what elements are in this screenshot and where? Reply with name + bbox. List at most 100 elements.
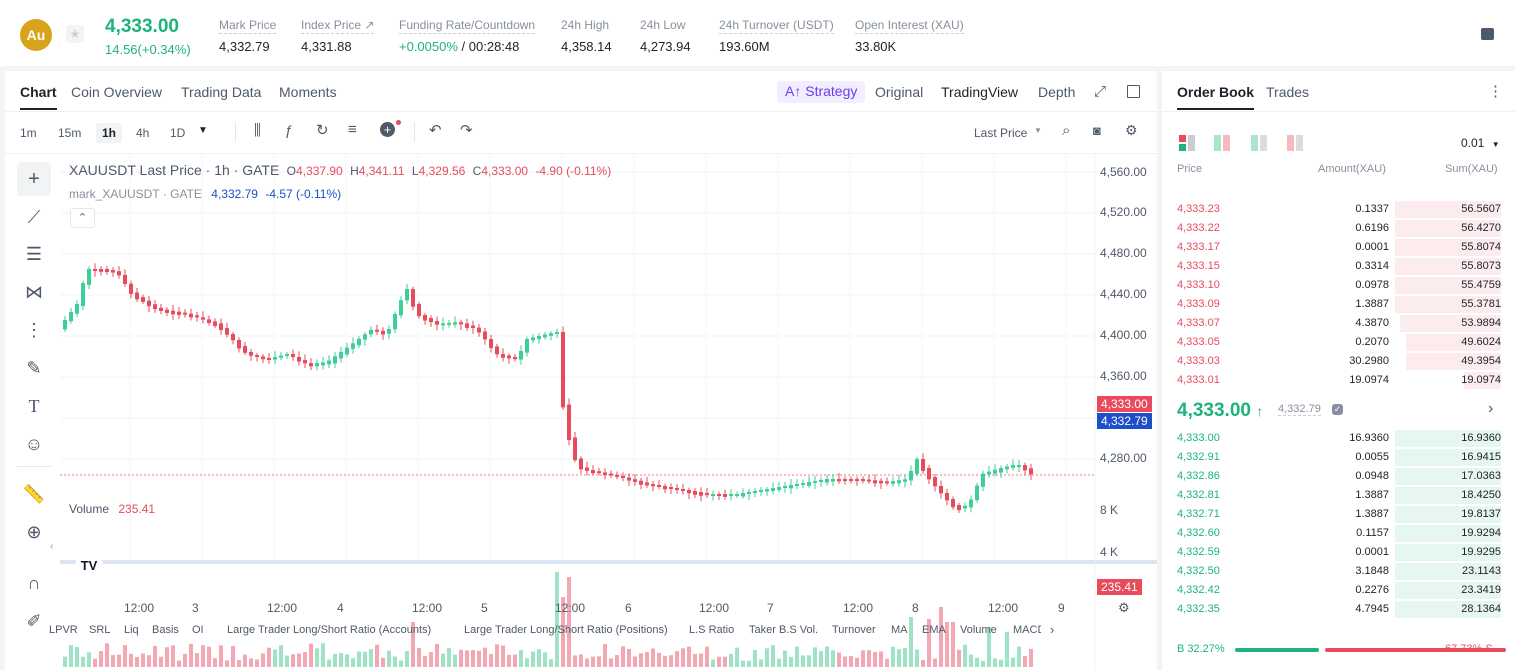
funding-label[interactable]: Funding Rate/Countdown (399, 18, 536, 34)
collapse-legend-button[interactable]: ⌃ (70, 208, 95, 228)
settings-gear-icon[interactable]: ⚙ (1125, 122, 1138, 138)
screenshot-icon[interactable]: ◙ (1093, 123, 1101, 138)
ask-row[interactable]: 4,333.17 0.0001 55.8074 (1162, 238, 1515, 257)
mark-price-label[interactable]: Mark Price (219, 18, 277, 34)
window-icon[interactable] (1127, 85, 1140, 98)
indicator-liq[interactable]: Liq (124, 624, 139, 636)
bid-row[interactable]: 4,332.86 0.0948 17.0363 (1162, 467, 1515, 486)
precision-select[interactable]: 0.01 ▼ (1461, 136, 1500, 150)
candle-body (969, 499, 973, 508)
stat-funding: Funding Rate/Countdown +0.0050% / 00:28:… (399, 18, 536, 54)
candle-body (657, 485, 661, 487)
price-type-select[interactable]: Last Price (974, 126, 1028, 140)
pattern-icon[interactable]: ⋈ (25, 282, 43, 302)
undo-icon[interactable]: ↶ (429, 122, 442, 139)
bid-row[interactable]: 4,332.42 0.2276 23.3419 (1162, 581, 1515, 600)
templates-icon[interactable]: ≡ (348, 121, 357, 138)
tab-trading-data[interactable]: Trading Data (181, 84, 262, 100)
replay-icon[interactable]: ↻ (316, 122, 329, 139)
chevron-right-icon[interactable]: › (1488, 400, 1494, 417)
ask-row[interactable]: 4,333.15 0.3314 55.8073 (1162, 257, 1515, 276)
bid-row[interactable]: 4,332.91 0.0055 16.9415 (1162, 448, 1515, 467)
view-depth[interactable]: Depth (1038, 84, 1076, 100)
interval-15m[interactable]: 15m (58, 126, 82, 140)
magnet-icon[interactable]: ∩ (27, 573, 41, 593)
projection-icon[interactable]: ⋮ (25, 320, 43, 340)
oi-label[interactable]: Open Interest (XAU) (855, 18, 964, 34)
text-tool-icon[interactable]: T (28, 396, 40, 416)
interval-dropdown-icon[interactable]: ▼ (198, 125, 208, 136)
add-plus-icon[interactable]: + (380, 122, 395, 137)
emoji-icon[interactable]: ☺ (24, 434, 44, 454)
tab-trades[interactable]: Trades (1266, 84, 1310, 100)
crosshair-icon[interactable]: + (17, 162, 51, 196)
layout-alt-icon[interactable] (1214, 135, 1230, 151)
brush-icon[interactable]: ✎ (26, 358, 42, 378)
indicator-ma[interactable]: MA (891, 624, 908, 636)
ask-row[interactable]: 4,333.07 4.3870 53.9894 (1162, 314, 1515, 333)
bid-row[interactable]: 4,332.59 0.0001 19.9295 (1162, 543, 1515, 562)
fullscreen-icon[interactable]: ⤢ (1094, 83, 1107, 100)
collapse-left-icon[interactable]: ‹ (50, 541, 54, 552)
chevron-right-icon[interactable]: › (1050, 622, 1055, 637)
indicator-ls-positions[interactable]: Large Trader Long/Short Ratio (Positions… (464, 624, 668, 636)
indicator-ls-ratio[interactable]: L.S Ratio (689, 624, 735, 636)
ask-row[interactable]: 4,333.10 0.0978 55.4759 (1162, 276, 1515, 295)
legend-open: 4,337.90 (296, 164, 343, 178)
tab-order-book[interactable]: Order Book (1177, 84, 1255, 110)
favorite-star-icon[interactable]: ★ (66, 25, 84, 43)
indicator-oi[interactable]: OI (192, 624, 204, 636)
bid-row[interactable]: 4,332.71 1.3887 19.8137 (1162, 505, 1515, 524)
indicator-macd[interactable]: MACD (1013, 624, 1041, 636)
book-icon[interactable] (1481, 28, 1494, 40)
redo-icon[interactable]: ↷ (460, 122, 473, 139)
view-original[interactable]: Original (875, 84, 924, 100)
interval-1m[interactable]: 1m (20, 126, 37, 140)
layout-bids-icon[interactable] (1251, 135, 1267, 151)
bid-row[interactable]: 4,332.35 4.7945 28.1364 (1162, 600, 1515, 619)
ruler-icon[interactable]: 📏 (22, 484, 46, 504)
interval-4h[interactable]: 4h (136, 126, 150, 140)
index-price-label[interactable]: Index Price ↗ (301, 18, 375, 34)
ask-row[interactable]: 4,333.01 19.0974 19.0974 (1162, 371, 1515, 390)
zoom-in-icon[interactable]: ⊕ (26, 522, 42, 542)
indicator-taker[interactable]: Taker B.S Vol. (749, 624, 819, 636)
turnover-label[interactable]: 24h Turnover (USDT) (719, 18, 834, 34)
tab-chart[interactable]: Chart (20, 84, 57, 110)
ask-row[interactable]: 4,333.09 1.3887 55.3781 (1162, 295, 1515, 314)
strategy-button[interactable]: A↑ Strategy (777, 81, 866, 103)
indicator-ls-accounts[interactable]: Large Trader Long/Short Ratio (Accounts) (227, 624, 432, 636)
price-chart[interactable] (60, 154, 1157, 670)
indicators-icon[interactable]: ƒ (285, 122, 293, 138)
more-menu-icon[interactable]: ⋮ (1488, 83, 1503, 100)
candle-type-icon[interactable]: ⫼ (254, 122, 261, 139)
ask-row[interactable]: 4,333.03 30.2980 49.3954 (1162, 352, 1515, 371)
price-type-dropdown-icon[interactable]: ▼ (1034, 126, 1042, 135)
bid-row[interactable]: 4,332.50 3.1848 23.1143 (1162, 562, 1515, 581)
bid-row[interactable]: 4,333.00 16.9360 16.9360 (1162, 429, 1515, 448)
interval-1h[interactable]: 1h (96, 123, 123, 143)
interval-1d[interactable]: 1D (170, 126, 186, 140)
trend-line-icon[interactable]: ⟋ (27, 207, 41, 227)
indicator-ema[interactable]: EMA (922, 624, 946, 636)
axis-settings-icon[interactable]: ⚙ (1118, 600, 1130, 615)
indicator-turnover[interactable]: Turnover (832, 624, 876, 636)
layout-asks-icon[interactable] (1287, 135, 1303, 151)
layout-both-icon[interactable] (1179, 135, 1195, 151)
tab-coin-overview[interactable]: Coin Overview (71, 84, 163, 100)
ask-row[interactable]: 4,333.05 0.2070 49.6024 (1162, 333, 1515, 352)
indicator-srl[interactable]: SRL (89, 624, 111, 636)
indicator-volume[interactable]: Volume (960, 624, 997, 636)
ask-row[interactable]: 4,333.23 0.1337 56.5607 (1162, 200, 1515, 219)
mid-price[interactable]: 4,333.00 ↑ (1177, 400, 1263, 422)
lock-draw-icon[interactable]: ✐ (26, 611, 42, 631)
tab-moments[interactable]: Moments (279, 84, 337, 100)
view-tradingview[interactable]: TradingView (941, 84, 1019, 100)
ask-row[interactable]: 4,333.22 0.6196 56.4270 (1162, 219, 1515, 238)
bid-row[interactable]: 4,332.60 0.1157 19.9294 (1162, 524, 1515, 543)
search-icon[interactable]: ⌕ (1062, 122, 1071, 139)
fib-lines-icon[interactable]: ☰ (25, 244, 43, 264)
bid-row[interactable]: 4,332.81 1.3887 18.4250 (1162, 486, 1515, 505)
indicator-basis[interactable]: Basis (152, 624, 179, 636)
indicator-lpvr[interactable]: LPVR (49, 624, 78, 636)
